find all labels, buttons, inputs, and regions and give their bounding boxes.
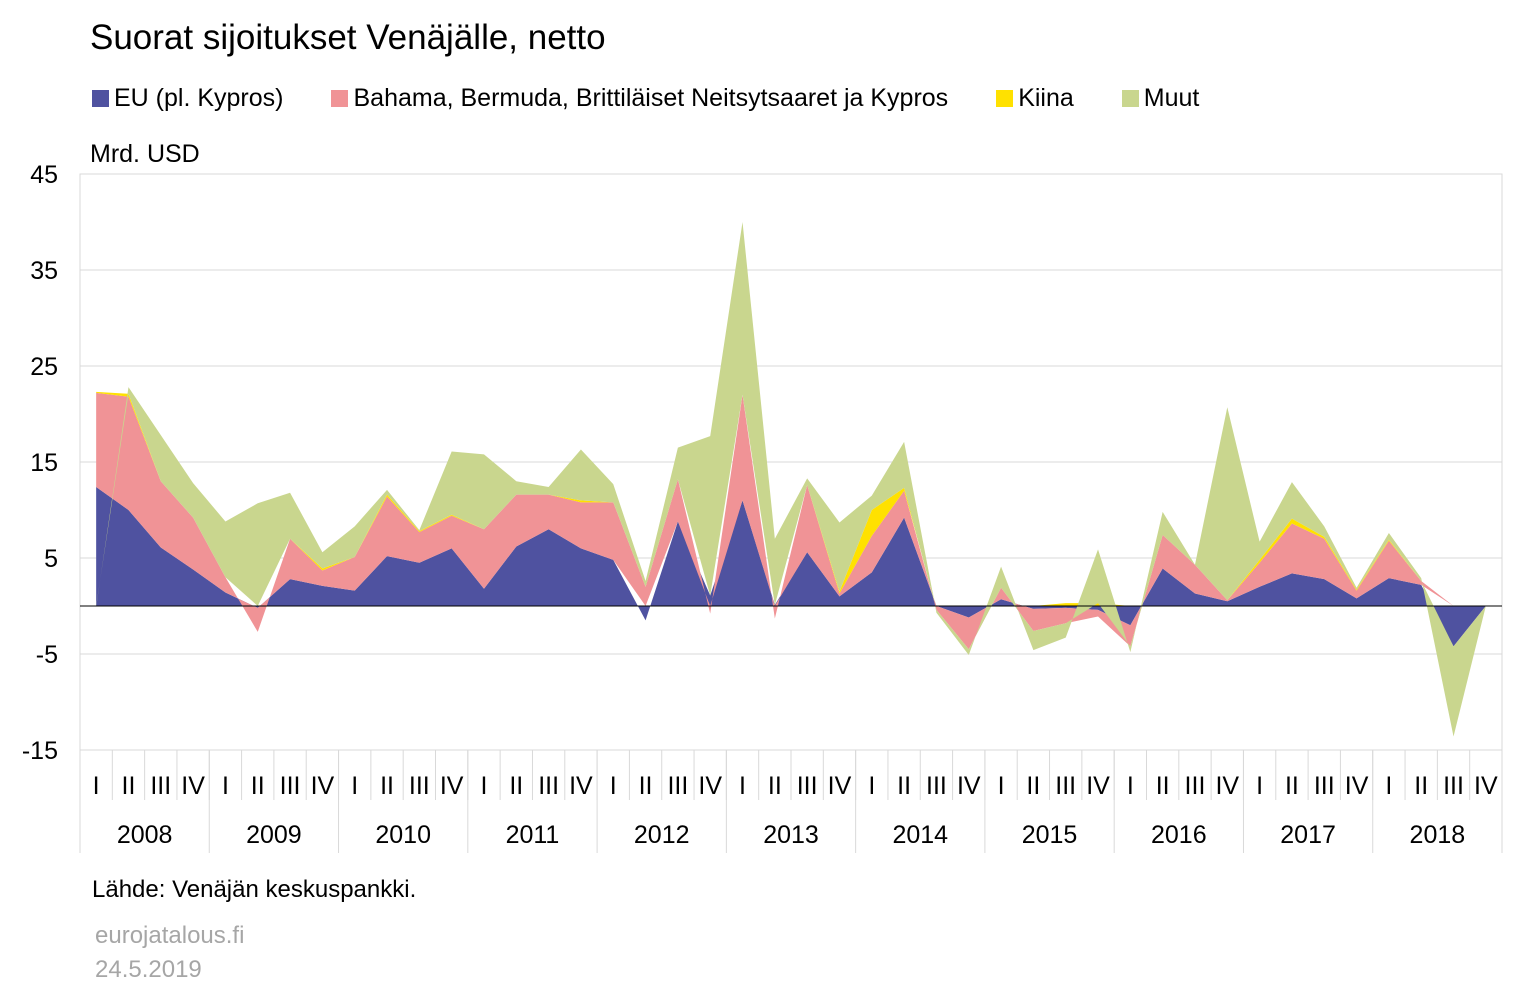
quarter-tick-label: III (538, 772, 559, 800)
legend-item-muut: Muut (1121, 84, 1200, 113)
quarter-tick-label: III (280, 772, 301, 800)
chart-title: Suorat sijoitukset Venäjälle, netto (90, 18, 606, 57)
quarter-tick-label: II (122, 772, 136, 800)
quarter-tick-label: I (739, 772, 746, 800)
quarter-tick-label: III (1185, 772, 1206, 800)
quarter-tick-label: I (1256, 772, 1263, 800)
year-tick-label: 2012 (634, 821, 690, 849)
publish-date: 24.5.2019 (95, 956, 202, 983)
quarter-tick-label: IV (957, 772, 981, 800)
y-tick-label: 35 (30, 257, 58, 285)
source-note: Lähde: Venäjän keskuspankki. (92, 876, 417, 903)
area-series-3 (96, 222, 1486, 737)
quarter-tick-label: IV (311, 772, 335, 800)
quarter-tick-label: I (1127, 772, 1134, 800)
quarter-tick-label: IV (828, 772, 852, 800)
y-tick-label: 25 (30, 353, 58, 381)
quarter-tick-label: IV (698, 772, 722, 800)
legend-swatch-offshore (331, 90, 349, 107)
quarter-tick-label: I (1385, 772, 1392, 800)
year-tick-label: 2016 (1151, 821, 1207, 849)
chart-legend: EU (pl. Kypros) Bahama, Bermuda, Brittil… (92, 84, 1247, 113)
year-tick-label: 2015 (1022, 821, 1078, 849)
legend-swatch-muut (1121, 90, 1139, 107)
y-axis-unit-label: Mrd. USD (90, 140, 200, 168)
quarter-tick-label: III (1055, 772, 1076, 800)
quarter-tick-label: II (1156, 772, 1170, 800)
year-tick-label: 2017 (1280, 821, 1336, 849)
legend-label-kiina: Kiina (1018, 84, 1074, 112)
quarter-tick-label: III (409, 772, 430, 800)
legend-swatch-kiina (996, 90, 1014, 107)
quarter-tick-label: IV (1345, 772, 1369, 800)
y-tick-label: 5 (44, 545, 58, 573)
y-tick-label: -5 (36, 641, 58, 669)
quarter-tick-label: IV (569, 772, 593, 800)
quarter-tick-label: II (509, 772, 523, 800)
quarter-tick-label: I (998, 772, 1005, 800)
legend-item-eu: EU (pl. Kypros) (92, 84, 283, 113)
year-tick-label: 2014 (892, 821, 948, 849)
quarter-tick-label: IV (440, 772, 464, 800)
year-tick-label: 2018 (1410, 821, 1466, 849)
quarter-tick-label: II (1285, 772, 1299, 800)
legend-swatch-eu (92, 90, 109, 107)
year-tick-label: 2009 (246, 821, 302, 849)
year-tick-label: 2011 (506, 821, 560, 849)
site-name: eurojatalous.fi (95, 922, 245, 949)
quarter-tick-label: IV (1474, 772, 1498, 800)
quarter-tick-label: II (380, 772, 394, 800)
quarter-tick-label: III (1443, 772, 1464, 800)
quarter-tick-label: II (1026, 772, 1040, 800)
legend-label-muut: Muut (1143, 84, 1200, 112)
year-tick-label: 2010 (375, 821, 431, 849)
year-tick-label: 2013 (763, 821, 819, 849)
year-tick-label: 2008 (117, 821, 173, 849)
quarter-tick-label: IV (181, 772, 205, 800)
quarter-tick-label: I (868, 772, 875, 800)
area-series-1 (96, 392, 1486, 650)
y-tick-label: -15 (22, 737, 58, 765)
quarter-tick-label: I (351, 772, 358, 800)
legend-label-eu: EU (pl. Kypros) (114, 84, 284, 112)
quarter-tick-label: II (639, 772, 653, 800)
quarter-tick-label: I (222, 772, 229, 800)
quarter-tick-label: I (481, 772, 488, 800)
quarter-tick-label: III (667, 772, 688, 800)
legend-item-kiina: Kiina (996, 84, 1074, 113)
quarter-tick-label: II (897, 772, 911, 800)
quarter-tick-label: III (1314, 772, 1335, 800)
quarter-tick-label: II (768, 772, 782, 800)
quarter-tick-label: IV (1215, 772, 1239, 800)
quarter-tick-label: III (797, 772, 818, 800)
quarter-tick-label: III (926, 772, 947, 800)
quarter-tick-label: I (93, 772, 100, 800)
quarter-tick-label: I (610, 772, 617, 800)
y-tick-label: 45 (30, 161, 58, 189)
quarter-tick-label: III (150, 772, 171, 800)
legend-item-offshore: Bahama, Bermuda, Brittiläiset Neitsytsaa… (331, 84, 948, 113)
quarter-tick-label: II (1414, 772, 1428, 800)
y-tick-label: 15 (30, 449, 58, 477)
legend-label-offshore: Bahama, Bermuda, Brittiläiset Neitsytsaa… (353, 84, 949, 112)
quarter-tick-label: IV (1086, 772, 1110, 800)
quarter-tick-label: II (251, 772, 265, 800)
